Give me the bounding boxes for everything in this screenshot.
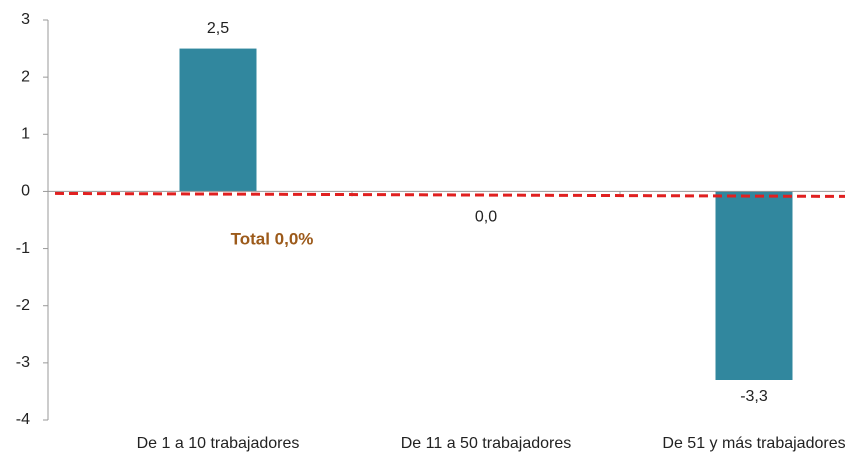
x-tick-label: De 1 a 10 trabajadores	[137, 435, 300, 452]
value-label: 2,5	[207, 20, 229, 37]
x-tick-label: De 11 a 50 trabajadores	[401, 435, 571, 452]
y-tick-label: 3	[21, 11, 30, 28]
value-label: -3,3	[740, 388, 768, 405]
value-label: 0,0	[475, 209, 497, 226]
y-tick-label: 2	[21, 68, 30, 85]
y-tick-label: 1	[21, 126, 30, 143]
y-tick-label: -2	[16, 297, 30, 314]
y-tick-label: -4	[16, 411, 30, 428]
bar	[179, 48, 257, 192]
y-tick-label: -1	[16, 240, 30, 257]
bar	[715, 191, 793, 380]
reference-line	[54, 191, 845, 198]
x-tick-label: De 51 y más trabajadores	[662, 435, 845, 452]
y-tick-label: -3	[16, 354, 30, 371]
y-tick-label: 0	[21, 183, 30, 200]
reference-label: Total 0,0%	[231, 229, 314, 248]
